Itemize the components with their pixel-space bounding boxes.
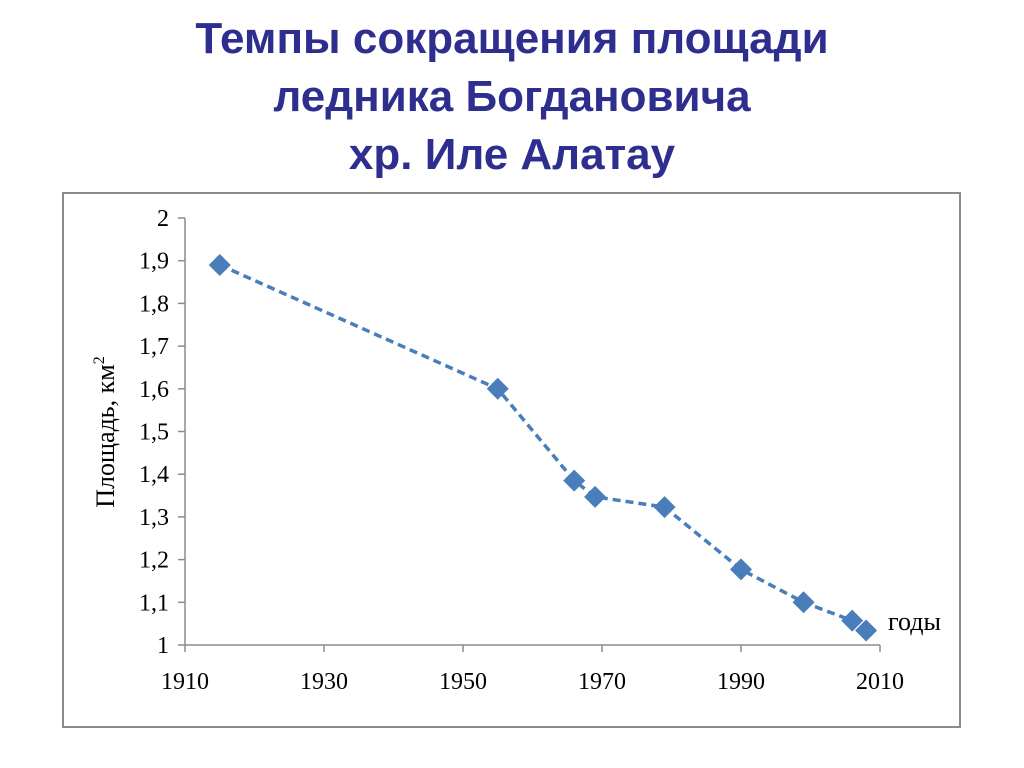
x-tick-label: 1970 (578, 669, 626, 695)
y-tick-label: 1,7 (139, 334, 169, 360)
y-tick-label: 1,6 (139, 377, 169, 403)
y-tick-label: 1,2 (139, 548, 169, 574)
y-tick-label: 1,9 (139, 249, 169, 275)
y-tick-label: 2 (157, 206, 169, 232)
y-tick-label: 1,4 (139, 462, 169, 488)
chart-frame (62, 192, 961, 728)
y-tick-label: 1,1 (139, 590, 169, 616)
x-tick-label: 2010 (856, 669, 904, 695)
data-point-marker (563, 469, 586, 492)
x-tick-label: 1990 (717, 669, 765, 695)
data-point-marker (792, 591, 815, 614)
y-tick-label: 1 (157, 633, 169, 659)
y-axis-title: Площадь, км2 (91, 356, 120, 507)
y-tick-label: 1,5 (139, 420, 169, 446)
series-line (219, 263, 868, 632)
x-tick-label: 1950 (439, 669, 487, 695)
data-point-marker (584, 485, 607, 508)
data-point-marker (730, 558, 752, 581)
data-point-marker (653, 496, 676, 519)
slide-title: Темпы сокращения площади ледника Богдано… (0, 10, 1024, 184)
y-tick-label: 1,3 (139, 505, 169, 531)
x-tick-label: 1930 (300, 669, 348, 695)
title-line-1: Темпы сокращения площади (195, 14, 829, 63)
data-point-marker (855, 619, 878, 642)
data-point-marker (841, 609, 864, 632)
x-tick-label: 1910 (161, 669, 209, 695)
data-point-marker (208, 253, 231, 276)
svg-text:Площадь, км2: Площадь, км2 (91, 356, 120, 507)
title-line-3: хр. Иле Алатау (348, 130, 676, 179)
title-line-2: ледника Богдановича (273, 72, 751, 121)
y-axis-title-text: Площадь, км (91, 364, 120, 507)
x-axis-title: годы (888, 607, 941, 636)
y-tick-label: 1,8 (139, 291, 169, 317)
y-axis-title-superscript: 2 (91, 356, 108, 364)
data-point-marker (486, 377, 509, 400)
